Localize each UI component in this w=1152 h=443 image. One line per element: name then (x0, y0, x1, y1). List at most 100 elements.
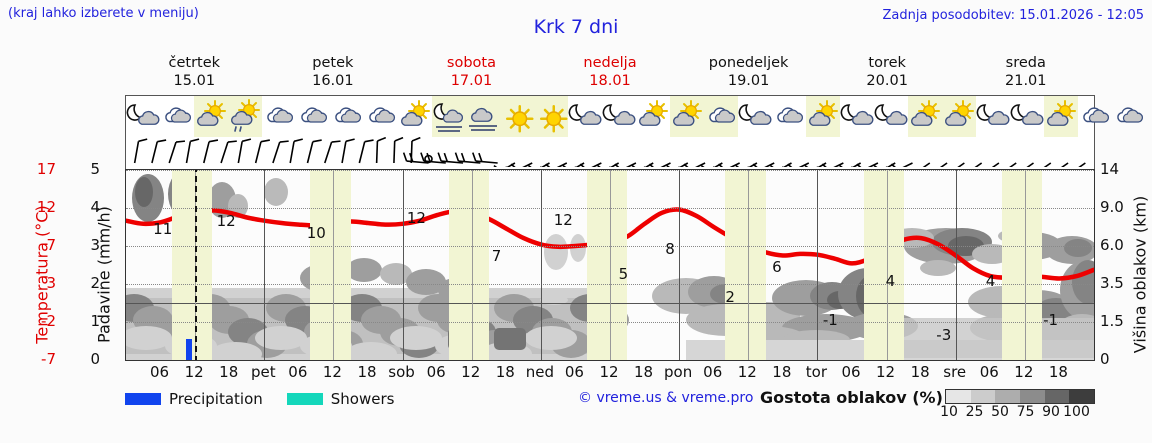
weather-icon-moon-fog (432, 96, 466, 137)
temperature-value-label: 7 (491, 246, 502, 265)
temperature-tick: 3 (46, 274, 56, 292)
temperature-value-label: -3 (936, 325, 952, 344)
weather-icon-cloud (160, 96, 194, 137)
day-date: 16.01 (312, 73, 354, 89)
cloud-density-tick: 25 (965, 404, 984, 420)
x-tick-label: 06 (564, 363, 584, 381)
day-date: 15.01 (173, 73, 216, 89)
cloud-density-scale-step (1020, 390, 1045, 403)
day-date: 17.01 (450, 73, 493, 89)
cloud-height-axis-title: Višina oblakov (km) (1130, 195, 1150, 354)
weather-icon-moon-cloud (976, 96, 1010, 137)
weather-icon-sun-cloud (806, 96, 840, 137)
precipitation-tick: 0 (90, 350, 100, 368)
gridline-vertical (471, 170, 473, 360)
weather-icon-moon-cloud (568, 96, 602, 137)
daylight-band (725, 170, 766, 360)
precipitation-tick: 3 (90, 236, 100, 254)
weather-icon-moon-cloud (126, 96, 160, 137)
precipitation-legend-label: Precipitation (169, 390, 263, 408)
temperature-value-label: 6 (772, 257, 782, 276)
weather-icon-moon-cloud (840, 96, 874, 137)
cloud-height-tick: 6.0 (1100, 236, 1124, 254)
cloud-density-tick: 10 (940, 404, 958, 420)
x-tick-label: 06 (288, 363, 308, 381)
weather-icon-cloud (704, 96, 738, 137)
temperature-axis-ticks: 17 12 7 3 -2 -7 (22, 160, 56, 368)
cloud-height-tick: 9.0 (1100, 198, 1124, 216)
weather-icon-moon-cloud (874, 96, 908, 137)
daylight-band (863, 170, 904, 360)
cloud-density-legend-label: Gostota oblakov (%) (760, 388, 943, 407)
last-update-label: Zadnja posodobitev: 15.01.2026 - 12:05 (882, 8, 1144, 23)
day-separator (264, 170, 266, 360)
x-axis-tick-labels: 06 12 18 pet 06 12 18 sob 06 12 18 ned 06 12 18 pon 06 12… (125, 363, 1095, 383)
x-tick-label: 12 (876, 363, 896, 381)
temperature-value-label: 2 (725, 288, 735, 307)
weather-icon-sun-cloud-rain (228, 96, 262, 137)
x-tick-label: 18 (634, 363, 654, 381)
weather-icon-cloud (1078, 96, 1112, 137)
precipitation-legend: Precipitation Showers (125, 388, 394, 410)
weather-icon-strip (125, 95, 1144, 137)
day-header-1: četrtek 15.01 (125, 54, 264, 94)
x-tick-label: 18 (495, 363, 515, 381)
temperature-value-label: -1 (822, 311, 838, 330)
day-date: 20.01 (866, 73, 908, 89)
x-tick-label: sre (943, 363, 967, 381)
cloud-density-tick: 50 (991, 404, 1009, 420)
precipitation-axis-ticks: 5 4 3 2 1 0 (78, 160, 100, 368)
cloud-density-tick: 75 (1016, 404, 1035, 420)
temperature-tick: 17 (36, 160, 56, 178)
showers-legend-label: Showers (330, 390, 395, 408)
showers-swatch (286, 393, 323, 405)
weather-icon-cloud (330, 96, 364, 137)
day-header-2: petek 16.01 (264, 54, 403, 94)
weather-icon-sun (500, 96, 534, 137)
current-time-marker (195, 170, 198, 360)
x-tick-label: 12 (322, 363, 342, 381)
day-name: ponedeljek (708, 55, 789, 71)
day-header-5: ponedeljek 19.01 (679, 54, 818, 94)
day-header-3: sobota 17.01 (402, 54, 541, 94)
day-date: 21.01 (1005, 73, 1047, 89)
x-tick-label: 06 (150, 363, 170, 381)
x-tick-label: 18 (357, 363, 377, 381)
cloud-height-tick: 1.5 (1100, 312, 1124, 330)
x-tick-label: 18 (910, 363, 930, 381)
weather-icon-cloud (1112, 96, 1146, 137)
weather-icon-sun-cloud (908, 96, 942, 137)
weather-icon-sun-cloud (942, 96, 976, 137)
cloud-height-axis-ticks: 14 9.0 6.0 3.5 1.5 0 (1100, 160, 1134, 368)
day-name: nedelja (583, 55, 637, 71)
day-date: 18.01 (589, 73, 631, 89)
gridline-vertical (610, 170, 611, 360)
x-tick-label: tor (805, 363, 828, 381)
page-title: Krk 7 dni (533, 16, 619, 38)
daylight-band (1001, 170, 1043, 360)
weather-icon-cloud (772, 96, 806, 137)
daylight-band (586, 170, 628, 360)
x-tick-label: 12 (737, 363, 757, 381)
precipitation-bar (186, 339, 193, 360)
temperature-value-label: 12 (553, 210, 573, 229)
day-name: torek (868, 55, 906, 71)
day-separator (540, 170, 542, 360)
daylight-band (448, 170, 489, 360)
day-separator (955, 170, 957, 360)
precipitation-tick: 4 (90, 198, 100, 216)
precipitation-axis-title: Padavine (mm/h) (94, 206, 114, 343)
weather-icon-sun (534, 96, 568, 137)
x-tick-label: 12 (1014, 363, 1034, 381)
copyright-label[interactable]: © vreme.us & vreme.pro (578, 390, 754, 406)
weather-icon-moon-cloud (1010, 96, 1044, 137)
weather-icon-cloud (262, 96, 296, 137)
temperature-tick: 7 (46, 236, 56, 254)
cloud-density-tick: 100 (1063, 404, 1090, 420)
x-tick-label: ned (525, 363, 554, 381)
temperature-axis-title: Temperatura (°C) (32, 205, 52, 344)
gridline-vertical (333, 170, 335, 360)
precipitation-swatch (125, 393, 161, 405)
temperature-value-label: 12 (406, 209, 426, 228)
location-menu-note: (kraj lahko izberete v meniju) (8, 6, 199, 21)
